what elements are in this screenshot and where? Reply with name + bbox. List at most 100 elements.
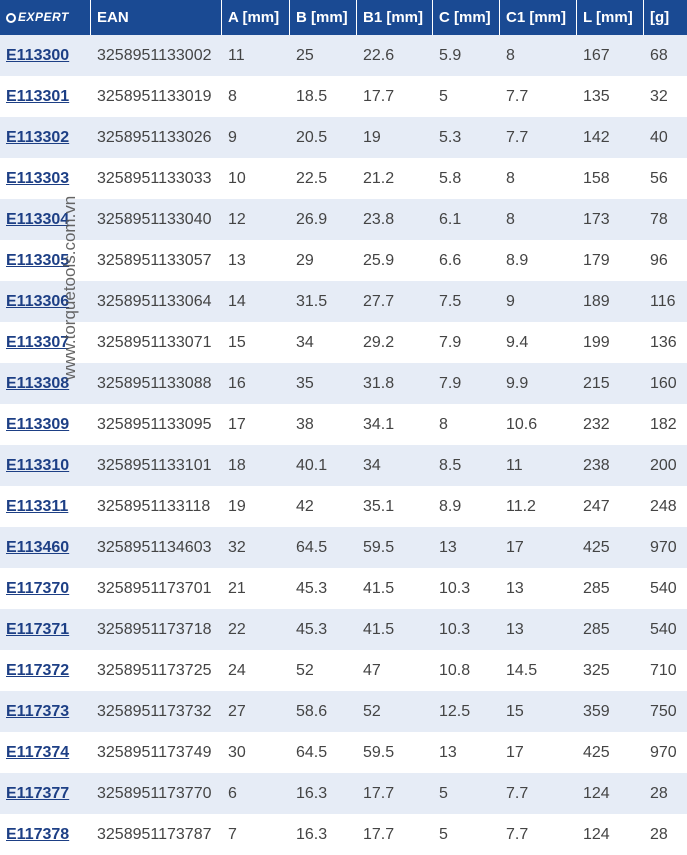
c1-cell: 7.7: [506, 128, 529, 146]
product-code-link[interactable]: E117377: [6, 784, 70, 802]
weight-cell: 78: [650, 210, 668, 228]
a-cell: 14: [228, 292, 246, 310]
b1-cell: 35.1: [363, 497, 395, 515]
table-row: E113309 3258951133095 17 38 34.1 8 10.6 232 182: [0, 404, 687, 445]
product-code-link[interactable]: E117373: [6, 702, 70, 720]
weight-cell: 56: [650, 169, 668, 187]
product-code-link[interactable]: E113306: [6, 292, 70, 310]
c1-cell: 14.5: [506, 661, 538, 679]
product-code-link[interactable]: E113310: [6, 456, 70, 474]
header-b1: B1 [mm]: [357, 0, 433, 35]
product-code-link[interactable]: E113301: [6, 87, 70, 105]
header-c1: C1 [mm]: [500, 0, 577, 35]
table-row: E113308 3258951133088 16 35 31.8 7.9 9.9 215 160: [0, 363, 687, 404]
b1-cell: 41.5: [363, 579, 395, 597]
b1-cell: 59.5: [363, 743, 395, 761]
c-cell: 5: [439, 825, 448, 843]
l-cell: 238: [583, 456, 610, 474]
product-code-link[interactable]: E113309: [6, 415, 70, 433]
c-cell: 6.1: [439, 210, 462, 228]
ean-cell: 3258951173770: [97, 784, 212, 802]
product-code-link[interactable]: E117371: [6, 620, 70, 638]
c-cell: 7.5: [439, 292, 462, 310]
b1-cell: 27.7: [363, 292, 395, 310]
weight-cell: 28: [650, 784, 668, 802]
ean-cell: 3258951133019: [97, 87, 212, 105]
c-cell: 5.8: [439, 169, 462, 187]
weight-cell: 182: [650, 415, 677, 433]
l-cell: 124: [583, 784, 610, 802]
table-row: E113300 3258951133002 11 25 22.6 5.9 8 167 68: [0, 35, 687, 76]
ean-cell: 3258951133033: [97, 169, 212, 187]
ean-cell: 3258951133057: [97, 251, 212, 269]
b-cell: 42: [296, 497, 314, 515]
a-cell: 16: [228, 374, 246, 392]
c1-cell: 7.7: [506, 87, 529, 105]
weight-cell: 248: [650, 497, 677, 515]
b-cell: 45.3: [296, 579, 328, 597]
weight-cell: 970: [650, 743, 677, 761]
c1-cell: 7.7: [506, 784, 529, 802]
c1-cell: 11: [506, 456, 523, 474]
ean-cell: 3258951173718: [97, 620, 212, 638]
product-code-link[interactable]: E113311: [6, 497, 69, 515]
product-code-link[interactable]: E113305: [6, 251, 70, 269]
weight-cell: 40: [650, 128, 668, 146]
c1-cell: 13: [506, 620, 524, 638]
table-row: E113307 3258951133071 15 34 29.2 7.9 9.4 199 136: [0, 322, 687, 363]
product-code-link[interactable]: E113304: [6, 210, 70, 228]
table-row: E113306 3258951133064 14 31.5 27.7 7.5 9 189 116: [0, 281, 687, 322]
watermark: www.torquetools.com.vn: [60, 195, 79, 380]
table-header: EXPERT EAN A [mm] B [mm] B1 [mm] C [mm] …: [0, 0, 687, 35]
c1-cell: 9.4: [506, 333, 529, 351]
ean-cell: 3258951133002: [97, 46, 212, 64]
c-cell: 6.6: [439, 251, 462, 269]
c-cell: 8: [439, 415, 448, 433]
l-cell: 359: [583, 702, 610, 720]
table-body: E113300 3258951133002 11 25 22.6 5.9 8 167 68 E11…: [0, 35, 687, 855]
table-row: E113311 3258951133118 19 42 35.1 8.9 11.2 247 24…: [0, 486, 687, 527]
product-code-link[interactable]: E113307: [6, 333, 70, 351]
ean-cell: 3258951134603: [97, 538, 212, 556]
b-cell: 20.5: [296, 128, 328, 146]
b1-cell: 34.1: [363, 415, 395, 433]
l-cell: 215: [583, 374, 610, 392]
product-code-link[interactable]: E117374: [6, 743, 70, 761]
table-row: E113305 3258951133057 13 29 25.9 6.6 8.9 179 96: [0, 240, 687, 281]
a-cell: 24: [228, 661, 246, 679]
b-cell: 45.3: [296, 620, 328, 638]
l-cell: 199: [583, 333, 610, 351]
product-code-link[interactable]: E117372: [6, 661, 70, 679]
header-logo: EXPERT: [0, 0, 91, 35]
c1-cell: 15: [506, 702, 524, 720]
product-code-link[interactable]: E113460: [6, 538, 70, 556]
table-row: E113302 3258951133026 9 20.5 19 5.3 7.7 142 40: [0, 117, 687, 158]
ean-cell: 3258951173787: [97, 825, 212, 843]
b1-cell: 17.7: [363, 784, 395, 802]
l-cell: 247: [583, 497, 610, 515]
ean-cell: 3258951133088: [97, 374, 212, 392]
a-cell: 18: [228, 456, 246, 474]
product-code-link[interactable]: E113302: [6, 128, 70, 146]
b-cell: 16.3: [296, 784, 328, 802]
c1-cell: 8: [506, 210, 515, 228]
b1-cell: 52: [363, 702, 381, 720]
c-cell: 10.3: [439, 579, 471, 597]
a-cell: 9: [228, 128, 237, 146]
c-cell: 7.9: [439, 374, 462, 392]
ean-cell: 3258951133101: [97, 456, 212, 474]
b-cell: 26.9: [296, 210, 328, 228]
ean-cell: 3258951133040: [97, 210, 212, 228]
b-cell: 16.3: [296, 825, 328, 843]
product-code-link[interactable]: E113300: [6, 46, 70, 64]
product-code-link[interactable]: E117370: [6, 579, 70, 597]
product-code-link[interactable]: E113303: [6, 169, 70, 187]
product-code-link[interactable]: E117378: [6, 825, 70, 843]
b1-cell: 22.6: [363, 46, 395, 64]
l-cell: 167: [583, 46, 610, 64]
weight-cell: 116: [650, 292, 676, 310]
ean-cell: 3258951173701: [97, 579, 212, 597]
b1-cell: 31.8: [363, 374, 395, 392]
product-code-link[interactable]: E113308: [6, 374, 70, 392]
weight-cell: 750: [650, 702, 677, 720]
